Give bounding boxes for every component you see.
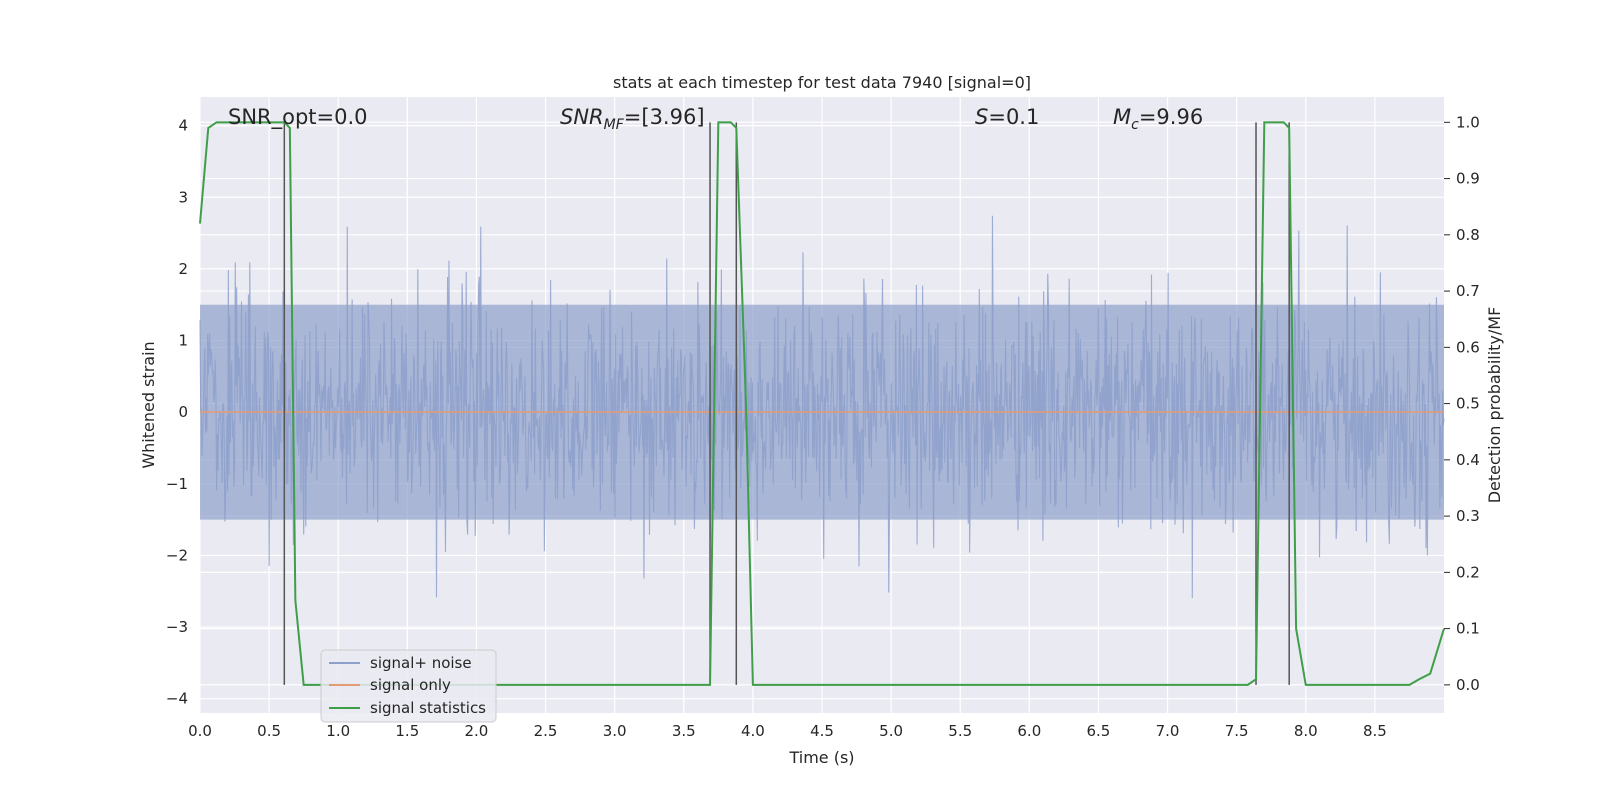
y-axis-right-label: Detection probability/MF xyxy=(1485,307,1504,504)
y-left-tick-label: −1 xyxy=(166,475,188,493)
annotation-mc-value: =9.96 xyxy=(1139,105,1203,129)
y-left-tick-label: 2 xyxy=(178,260,188,278)
x-tick-label: 1.5 xyxy=(395,722,419,740)
chart-title: stats at each timestep for test data 794… xyxy=(613,73,1031,92)
legend-box xyxy=(320,649,497,723)
x-axis-label: Time (s) xyxy=(788,748,854,767)
legend-label-signal-statistics: signal statistics xyxy=(370,699,486,717)
x-tick-label: 7.0 xyxy=(1156,722,1180,740)
y-right-tick-label: 0.2 xyxy=(1456,563,1480,581)
y-right-tick-label: 0.7 xyxy=(1456,282,1480,300)
x-tick-label: 1.0 xyxy=(326,722,350,740)
y-right-tick-label: 0.3 xyxy=(1456,507,1480,525)
x-tick-label: 6.0 xyxy=(1017,722,1041,740)
x-tick-label: 5.0 xyxy=(879,722,903,740)
y-right-tick-label: 0.4 xyxy=(1456,451,1480,469)
annotation-mc: Mc=9.96 xyxy=(1113,105,1203,133)
y-left-tick-label: −3 xyxy=(166,618,188,636)
y-right-tick-label: 0.5 xyxy=(1456,395,1480,413)
annotation-snr-opt: SNR_opt=0.0 xyxy=(228,105,368,130)
x-tick-label: 8.0 xyxy=(1294,722,1318,740)
y-axis-left-ticks: −4 −3 −2 −1 0 1 2 3 4 xyxy=(166,117,188,708)
y-left-tick-label: 1 xyxy=(178,332,188,350)
y-axis-left-label: Whitened strain xyxy=(139,341,158,468)
annotation-snr-mf-sub: MF xyxy=(604,117,625,133)
annotation-snr-mf-value: =[3.96] xyxy=(624,105,705,129)
y-left-tick-label: 3 xyxy=(178,188,188,206)
x-tick-label: 0.5 xyxy=(257,722,281,740)
y-axis-right-ticks: 0.0 0.1 0.2 0.3 0.4 0.5 0.6 0.7 0.8 0.9 1.0 xyxy=(1444,113,1480,694)
annotation-mc-main: M xyxy=(1113,105,1131,129)
x-axis-ticks: 0.0 0.5 1.0 1.5 2.0 2.5 3.0 3.5 4.0 4.5 5.0 5.5 6.0 6… xyxy=(188,722,1387,740)
y-left-tick-label: 4 xyxy=(178,117,188,135)
y-right-tick-label: 0.9 xyxy=(1456,170,1480,188)
x-tick-label: 3.0 xyxy=(603,722,627,740)
x-tick-label: 8.5 xyxy=(1363,722,1387,740)
x-tick-label: 6.5 xyxy=(1087,722,1111,740)
y-right-tick-label: 0.1 xyxy=(1456,620,1480,638)
y-left-tick-label: −4 xyxy=(166,690,188,708)
x-tick-label: 7.5 xyxy=(1225,722,1249,740)
annotation-s-value: =0.1 xyxy=(988,105,1039,129)
annotation-snr-mf-main: SNR xyxy=(560,105,604,129)
annotation-s: S=0.1 xyxy=(975,105,1039,129)
annotation-mc-sub: c xyxy=(1131,117,1139,133)
legend: signal+ noise signal only signal statist… xyxy=(320,649,497,723)
x-tick-label: 0.0 xyxy=(188,722,212,740)
x-tick-label: 4.0 xyxy=(741,722,765,740)
signal-statistics-line xyxy=(199,121,1445,686)
x-tick-label: 2.0 xyxy=(465,722,489,740)
annotation-s-main: S xyxy=(975,105,988,129)
y-right-tick-label: 0.6 xyxy=(1456,338,1480,356)
y-left-tick-label: −2 xyxy=(166,546,188,564)
legend-label-signal-noise: signal+ noise xyxy=(370,654,472,672)
x-tick-label: 2.5 xyxy=(534,722,558,740)
series-signal-statistics xyxy=(199,121,1445,686)
x-tick-label: 4.5 xyxy=(810,722,834,740)
annotation-snr-mf: SNRMF=[3.96] xyxy=(560,105,705,133)
y-right-tick-label: 0.0 xyxy=(1456,676,1480,694)
vertical-markers xyxy=(283,122,1290,685)
x-tick-label: 5.5 xyxy=(948,722,972,740)
y-right-tick-label: 1.0 xyxy=(1456,113,1480,131)
y-right-tick-label: 0.8 xyxy=(1456,226,1480,244)
legend-label-signal-only: signal only xyxy=(370,676,451,694)
y-left-tick-label: 0 xyxy=(178,403,188,421)
x-tick-label: 3.5 xyxy=(672,722,696,740)
